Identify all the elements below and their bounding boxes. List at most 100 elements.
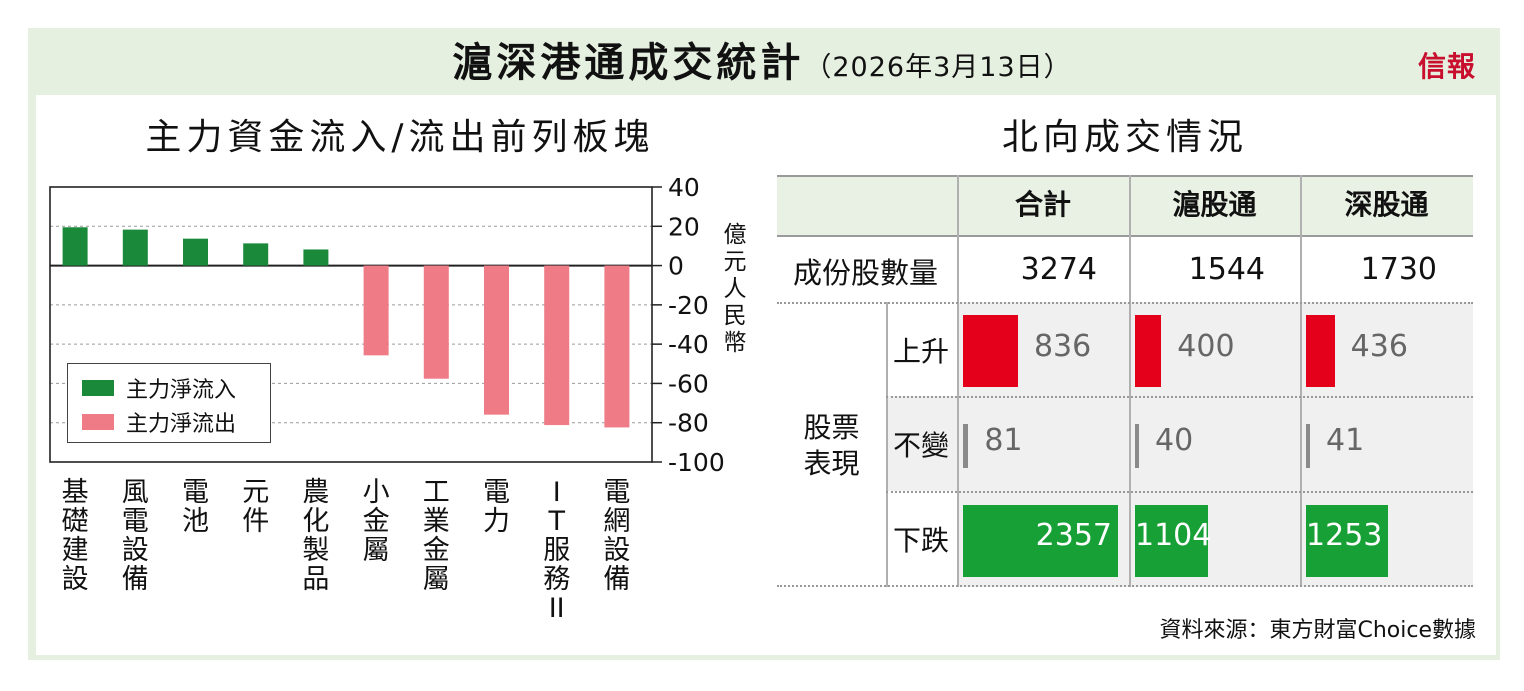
- category-char: 服: [543, 535, 571, 566]
- performance-bar: [963, 423, 969, 468]
- category-label: I T 服務 II: [542, 478, 572, 623]
- category-char: 業: [422, 506, 450, 537]
- category-char: 電: [483, 477, 510, 508]
- brand-logo: 信報: [1418, 50, 1477, 83]
- category-char: 力: [483, 506, 510, 537]
- y-tick-label: 40: [668, 173, 700, 202]
- bar-outflow: [423, 265, 449, 379]
- performance-value: 400: [1177, 329, 1235, 364]
- performance-bar: [1306, 505, 1389, 577]
- category-char: T: [548, 506, 565, 537]
- performance-value: 81: [984, 423, 1023, 458]
- category-char: 備: [121, 564, 149, 595]
- category-label: 電池: [181, 478, 211, 536]
- category-char: II: [548, 593, 565, 624]
- bar-outflow: [363, 265, 389, 356]
- performance-bar: [1306, 423, 1310, 468]
- constituent-count: 1544: [1188, 252, 1265, 287]
- bar-inflow: [183, 238, 208, 266]
- category-char: I: [552, 477, 561, 508]
- bar-outflow: [604, 265, 630, 428]
- category-label: 農化製品: [301, 478, 331, 594]
- column-header-text: 深股通: [1344, 188, 1429, 221]
- category-char: 小: [362, 477, 390, 508]
- category-char: 設: [61, 564, 89, 595]
- row-separator: [886, 491, 1473, 493]
- column-header: 合計: [957, 175, 1129, 237]
- performance-bar: [1135, 505, 1208, 577]
- performance-value: 836: [1033, 329, 1092, 364]
- table-vline: [1129, 175, 1131, 587]
- unit-char: 幣: [723, 330, 747, 356]
- category-char: 電: [121, 506, 149, 537]
- row-separator: [886, 396, 1473, 398]
- category-char: 件: [242, 506, 270, 537]
- chart-legend: 主力淨流入 主力淨流出: [67, 363, 271, 443]
- category-char: 農: [302, 477, 330, 508]
- category-char: 金: [422, 535, 450, 566]
- column-header: 深股通: [1300, 175, 1473, 237]
- group-label-line: 表現: [803, 447, 860, 480]
- category-label: 元件: [241, 478, 271, 536]
- y-tick-label: -80: [668, 409, 709, 438]
- category-label: 小金屬: [361, 478, 391, 565]
- category-char: 化: [302, 506, 330, 537]
- performance-value: 1104: [1135, 518, 1212, 553]
- category-char: 屬: [422, 564, 450, 595]
- performance-value: 436: [1350, 329, 1408, 364]
- bar-inflow: [62, 227, 88, 266]
- plot-frame: [49, 186, 653, 463]
- unit-char: 人: [723, 276, 747, 302]
- y-tick-label: 0: [668, 252, 684, 281]
- performance-bar: [1135, 423, 1139, 468]
- unit-char: 元: [723, 249, 747, 275]
- legend-item-inflow: 主力淨流入: [82, 376, 236, 403]
- category-char: 設: [121, 535, 149, 566]
- performance-value: 40: [1155, 423, 1194, 458]
- page-title: 滬深港通成交統計（2026年3月13日）: [0, 30, 1524, 88]
- category-char: 網: [603, 506, 631, 537]
- category-char: 品: [302, 564, 330, 595]
- column-header: 滬股通: [1129, 175, 1300, 237]
- category-label: 工業金屬: [421, 478, 451, 594]
- category-char: 工: [422, 477, 450, 508]
- category-char: 金: [362, 506, 390, 537]
- y-tick-label: 20: [668, 212, 700, 241]
- category-char: 建: [61, 535, 89, 566]
- column-header-text: 合計: [1014, 188, 1071, 221]
- category-char: 製: [302, 535, 330, 566]
- category-char: 電: [182, 477, 209, 508]
- bar-outflow: [484, 265, 509, 415]
- constituent-count: 3274: [1020, 252, 1097, 287]
- constituent-count: 1730: [1360, 252, 1437, 287]
- flat-label-shade: [886, 396, 957, 491]
- outflow-swatch: [82, 414, 114, 430]
- table-vline: [1300, 175, 1302, 587]
- row-label: 上升: [893, 335, 950, 368]
- performance-bar: [1135, 315, 1162, 387]
- bar-inflow: [122, 229, 148, 266]
- performance-value: 2357: [1035, 518, 1112, 553]
- category-char: 風: [121, 477, 149, 508]
- y-tick-label: -20: [668, 291, 709, 320]
- category-label: 電網設備: [602, 478, 632, 594]
- category-char: 務: [543, 564, 571, 595]
- category-label: 電力: [482, 478, 512, 536]
- y-tick-label: -100: [668, 448, 725, 477]
- row-separator: [777, 585, 1473, 587]
- legend-label-inflow: 主力淨流入: [126, 378, 237, 403]
- group-label: 股票 表現: [777, 410, 886, 482]
- performance-bar: [1306, 315, 1335, 387]
- table-vline: [957, 175, 959, 587]
- row-label: 不變: [893, 429, 950, 462]
- source-note: 資料來源：東方財富Choice數據: [1159, 618, 1476, 643]
- y-tick-label: -40: [668, 330, 709, 359]
- category-label: 基礎建設: [60, 478, 90, 594]
- bar-inflow: [303, 249, 329, 266]
- constituent-label: 成份股數量: [793, 256, 939, 290]
- category-char: 電: [603, 477, 631, 508]
- bar-inflow: [243, 243, 269, 266]
- title-date: （2026年3月13日）: [804, 52, 1072, 83]
- performance-bar: [963, 315, 1018, 387]
